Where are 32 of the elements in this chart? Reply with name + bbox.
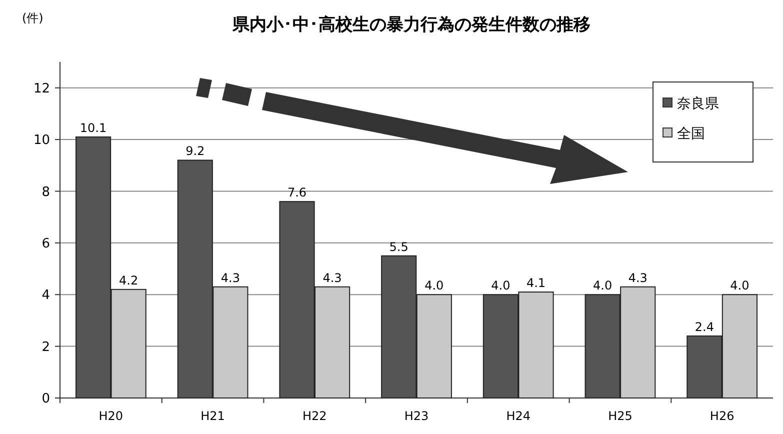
data-label: 4.3 [628, 270, 648, 285]
legend-label: 奈良県 [677, 96, 719, 112]
x-tick-label: H22 [302, 409, 327, 423]
y-tick-label: 12 [33, 81, 50, 96]
y-tick-label: 0 [42, 392, 50, 407]
y-tick-label: 4 [42, 288, 50, 304]
legend-label: 全国 [677, 126, 705, 142]
y-axis-title: (件) [22, 11, 44, 25]
chart-title: 県内小･中･高校生の暴力行為の発生件数の推移 [232, 15, 590, 35]
data-label: 4.3 [220, 270, 240, 285]
y-tick-label: 6 [42, 236, 50, 252]
x-tick-label: H21 [200, 409, 225, 423]
x-tick-label: H20 [98, 409, 124, 423]
data-label: 9.2 [186, 144, 205, 158]
data-label: 4.0 [593, 278, 612, 293]
x-tick-label: H23 [404, 409, 429, 423]
data-label: 5.5 [389, 240, 408, 254]
y-tick-label: 10 [33, 133, 50, 148]
data-label: 4.2 [119, 273, 138, 288]
data-label: 4.0 [730, 278, 750, 293]
data-label: 4.1 [526, 276, 546, 290]
x-tick-label: H25 [608, 409, 632, 423]
data-label: 10.1 [80, 120, 107, 135]
data-label: 4.0 [424, 278, 444, 293]
y-tick-label: 8 [42, 184, 50, 200]
data-label: 4.0 [491, 278, 510, 293]
data-label: 2.4 [694, 320, 714, 334]
data-label: 7.6 [287, 186, 307, 200]
data-label: 4.3 [322, 270, 342, 285]
x-tick-label: H26 [710, 409, 734, 423]
x-tick-label: H24 [506, 409, 531, 423]
y-tick-label: 2 [42, 340, 50, 355]
